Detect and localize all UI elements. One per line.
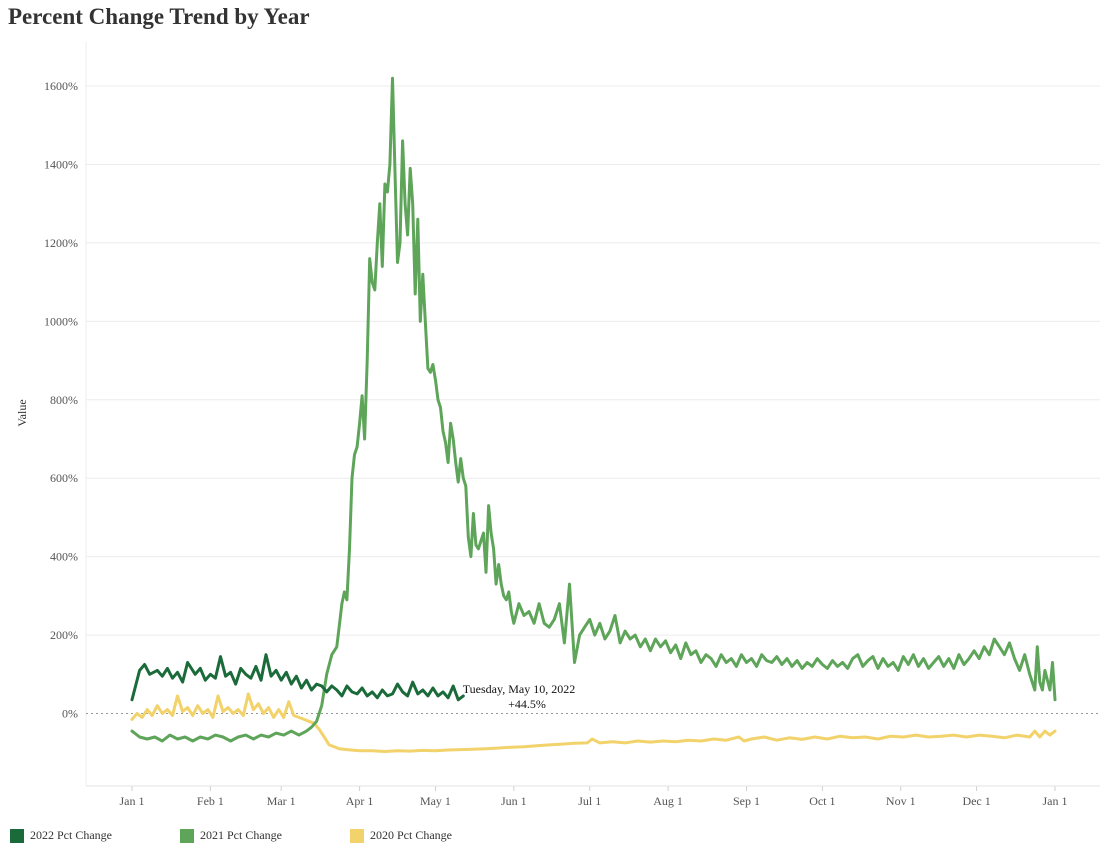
y-tick-label: 400% xyxy=(50,550,78,564)
annotation-date: Tuesday, May 10, 2022 xyxy=(463,682,575,696)
x-tick-label: Jun 1 xyxy=(501,794,527,808)
x-tick-label: May 1 xyxy=(420,794,451,808)
legend-label-2020: 2020 Pct Change xyxy=(370,828,452,842)
legend-item-2022[interactable]: 2022 Pct Change xyxy=(10,828,112,843)
series-lines xyxy=(130,76,1057,753)
x-tick-label: Jan 1 xyxy=(1043,794,1068,808)
x-tick-label: Nov 1 xyxy=(886,794,916,808)
y-tick-label: 1000% xyxy=(44,314,78,328)
x-tick-label: Mar 1 xyxy=(267,794,296,808)
y-tick-label: 200% xyxy=(50,628,78,642)
legend-swatch-2021 xyxy=(180,828,194,843)
x-tick-label: Feb 1 xyxy=(197,794,224,808)
x-tick-label: Dec 1 xyxy=(962,794,990,808)
line-chart: 0% 200% 400% 600% 800% 1000% 1200% 1400% 1600% J… xyxy=(15,42,1100,808)
x-tick-label: Sep 1 xyxy=(733,794,760,808)
y-tick-label: 1200% xyxy=(44,236,78,250)
annotation-value: +44.5% xyxy=(508,697,546,711)
y-tick-label: 600% xyxy=(50,471,78,485)
series-line-2021 xyxy=(130,76,1057,743)
x-tick-label: Oct 1 xyxy=(809,794,835,808)
legend-item-2020[interactable]: 2020 Pct Change xyxy=(350,828,452,843)
y-axis: 0% 200% 400% 600% 800% 1000% 1200% 1400% 1600% xyxy=(44,79,78,721)
y-tick-label: 1600% xyxy=(44,79,78,93)
x-tick-label: Apr 1 xyxy=(346,794,374,808)
y-axis-title: Value xyxy=(15,399,29,426)
x-tick-label: Aug 1 xyxy=(653,794,683,808)
legend-swatch-2022 xyxy=(10,828,24,843)
legend-swatch-2020 xyxy=(350,828,364,843)
legend-label-2022: 2022 Pct Change xyxy=(30,828,112,842)
series-line-2020 xyxy=(130,692,1057,753)
x-tick-label: Jan 1 xyxy=(120,794,145,808)
y-tick-label: 0% xyxy=(62,707,78,721)
legend-item-2021[interactable]: 2021 Pct Change xyxy=(180,828,282,843)
series-line-2022 xyxy=(130,653,465,702)
gridlines xyxy=(86,85,1100,636)
legend-label-2021: 2021 Pct Change xyxy=(200,828,282,842)
x-tick-label: Jul 1 xyxy=(578,794,601,808)
chart-title: Percent Change Trend by Year xyxy=(8,4,310,29)
y-tick-label: 800% xyxy=(50,393,78,407)
y-tick-label: 1400% xyxy=(44,157,78,171)
x-axis: Jan 1 Feb 1 Mar 1 Apr 1 May 1 Jun 1 Jul 1 Aug 1… xyxy=(120,786,1068,808)
